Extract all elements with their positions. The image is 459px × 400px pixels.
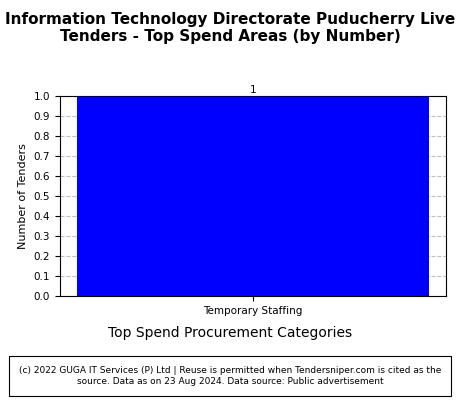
Text: Top Spend Procurement Categories: Top Spend Procurement Categories [108,326,351,340]
Y-axis label: Number of Tenders: Number of Tenders [18,143,28,249]
Text: 1: 1 [249,85,256,95]
FancyBboxPatch shape [9,356,450,396]
Text: Information Technology Directorate Puducherry Live
Tenders - Top Spend Areas (by: Information Technology Directorate Puduc… [5,12,454,44]
Text: (c) 2022 GUGA IT Services (P) Ltd | Reuse is permitted when Tendersniper.com is : (c) 2022 GUGA IT Services (P) Ltd | Reus… [19,366,440,386]
